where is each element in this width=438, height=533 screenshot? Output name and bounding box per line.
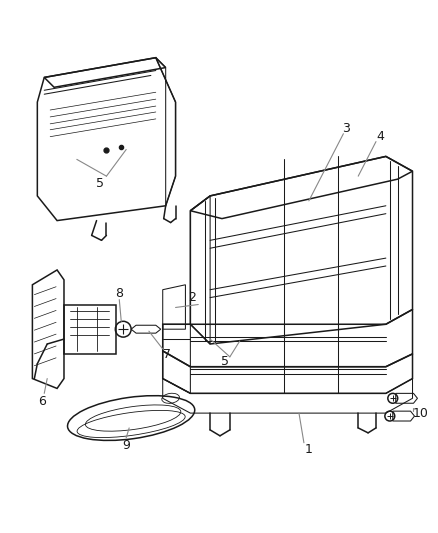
Text: 3: 3 bbox=[343, 122, 350, 135]
Text: 7: 7 bbox=[162, 349, 171, 361]
Text: 1: 1 bbox=[305, 443, 313, 456]
Text: 9: 9 bbox=[122, 439, 130, 452]
Text: 5: 5 bbox=[221, 356, 229, 368]
Text: 5: 5 bbox=[95, 176, 103, 190]
Text: 6: 6 bbox=[39, 395, 46, 408]
Text: 8: 8 bbox=[115, 287, 123, 300]
Text: 4: 4 bbox=[376, 130, 384, 143]
Text: 2: 2 bbox=[188, 291, 196, 304]
Text: 10: 10 bbox=[413, 407, 428, 419]
